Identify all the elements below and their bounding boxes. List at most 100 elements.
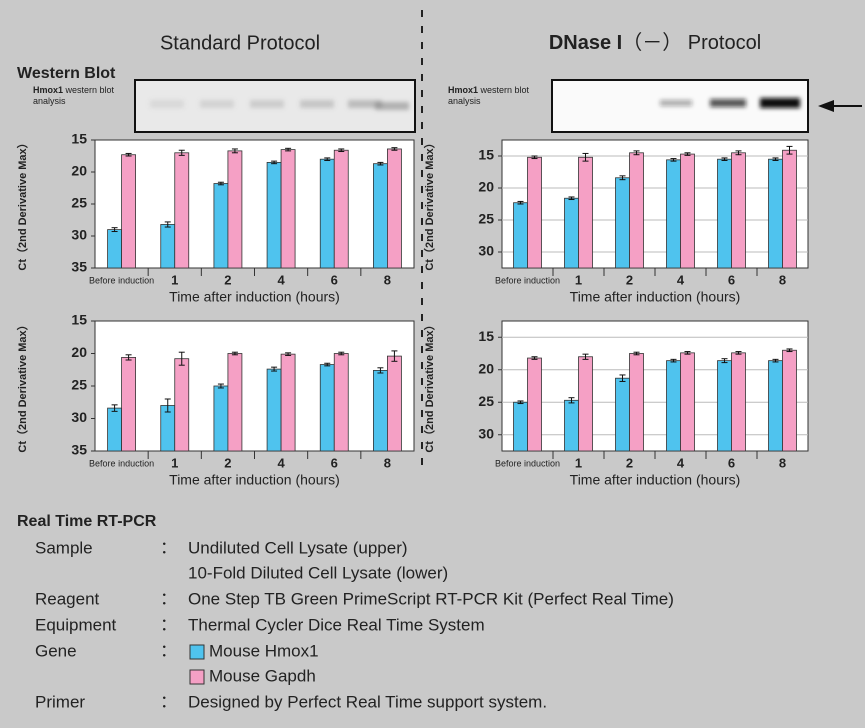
row-value: Designed by Perfect Real Time support sy…: [188, 692, 547, 711]
bar: [681, 353, 695, 451]
x-tick-label: 2: [224, 455, 231, 470]
x-axis-title: Time after induction (hours): [570, 472, 741, 488]
x-tick-label: 6: [331, 272, 338, 287]
y-tick-label: 35: [71, 442, 87, 458]
bar: [732, 353, 746, 451]
x-tick-label: 2: [626, 272, 633, 287]
x-tick-label: 4: [277, 455, 285, 470]
plot-area: [502, 321, 808, 451]
y-tick-label: 15: [71, 312, 87, 328]
blot-image: [552, 80, 808, 132]
chart-canvas: Standard Protocol DNase I（－） Protocol We…: [0, 0, 865, 728]
y-tick-label: 20: [478, 360, 494, 376]
bar: [630, 153, 644, 268]
y-tick-label: 15: [478, 147, 494, 163]
bar: [122, 155, 136, 268]
x-tick-label: 8: [384, 272, 391, 287]
x-tick-label: 1: [171, 455, 178, 470]
bar: [334, 354, 348, 452]
x-tick-label: 6: [728, 455, 735, 470]
x-tick-label: 1: [575, 272, 582, 287]
bar: [616, 178, 630, 268]
bar: [228, 151, 242, 268]
row-separator: ：: [160, 692, 177, 711]
y-tick-label: 20: [71, 163, 87, 179]
section-title: Real Time RT-PCR: [17, 513, 157, 530]
bar: [616, 378, 630, 451]
legend-label: Mouse Hmox1: [209, 641, 319, 660]
x-tick-label: 8: [384, 455, 391, 470]
x-tick-label: 1: [171, 272, 178, 287]
plot-area: [95, 140, 414, 268]
bar: [108, 230, 122, 268]
arrow: [818, 100, 862, 112]
x-tick-label: Before induction: [89, 458, 154, 468]
bar: [565, 400, 579, 451]
bar: [514, 203, 528, 268]
row-label: Reagent: [35, 589, 100, 608]
x-tick-label: 6: [331, 455, 338, 470]
y-axis-title: Ct（2nd Derivative Max）: [16, 137, 29, 270]
bar: [320, 159, 334, 268]
x-tick-label: 8: [779, 455, 786, 470]
bar: [267, 369, 281, 451]
bar: [228, 354, 242, 452]
x-tick-label: Before induction: [89, 275, 154, 285]
bar: [387, 356, 401, 451]
y-tick-label: 25: [478, 211, 494, 227]
plot-area: [502, 140, 808, 268]
legend-swatch: [190, 645, 204, 659]
row-value: Undiluted Cell Lysate (upper): [188, 538, 408, 557]
y-tick-label: 20: [478, 179, 494, 195]
y-tick-label: 15: [478, 328, 494, 344]
bar: [175, 153, 189, 268]
bar: [214, 386, 228, 451]
y-tick-label: 25: [71, 195, 87, 211]
x-tick-label: 4: [677, 272, 685, 287]
blot-image: [135, 80, 415, 132]
plot-area: [95, 321, 414, 451]
bar: [528, 358, 542, 451]
bar: [565, 198, 579, 268]
row-label: Primer: [35, 692, 85, 711]
row-separator: ：: [160, 589, 177, 608]
bar: [667, 160, 681, 268]
bar: [681, 154, 695, 268]
row-label: Gene: [35, 641, 77, 660]
row-separator: ：: [160, 615, 177, 634]
bar: [718, 159, 732, 268]
y-axis-title: Ct（2nd Derivative Max）: [423, 319, 436, 452]
row-label: Sample: [35, 538, 93, 557]
bar: [281, 354, 295, 451]
y-tick-label: 25: [478, 393, 494, 409]
bar: [373, 164, 387, 268]
legend-label: Mouse Gapdh: [209, 666, 316, 685]
y-axis-title: Ct（2nd Derivative Max）: [16, 319, 29, 452]
row-value: Thermal Cycler Dice Real Time System: [188, 615, 485, 634]
figure: Standard Protocol DNase I（－） Protocol We…: [0, 0, 865, 728]
x-tick-label: Before induction: [495, 275, 560, 285]
bar: [122, 357, 136, 451]
row-separator: ：: [160, 641, 177, 660]
x-axis-title: Time after induction (hours): [570, 289, 741, 305]
x-tick-label: 2: [626, 455, 633, 470]
bar: [579, 157, 593, 268]
bar: [161, 224, 175, 268]
row-label: Equipment: [35, 615, 117, 634]
row-value: One Step TB Green PrimeScript RT-PCR Kit…: [188, 589, 674, 608]
x-tick-label: 4: [677, 455, 685, 470]
x-tick-label: Before induction: [495, 458, 560, 468]
blot-label: Hmox1 western blot analysis: [448, 85, 540, 107]
western-blot-title: Western Blot: [17, 65, 116, 82]
x-tick-label: 1: [575, 455, 582, 470]
y-tick-label: 20: [71, 344, 87, 360]
bar: [769, 361, 783, 451]
legend-swatch: [190, 670, 204, 684]
right-header: DNase I（－） Protocol: [549, 31, 761, 54]
bar: [769, 159, 783, 268]
bar: [783, 350, 797, 451]
left-header: Standard Protocol: [160, 32, 320, 54]
bar: [718, 361, 732, 451]
bar: [514, 402, 528, 451]
y-tick-label: 30: [71, 409, 87, 425]
